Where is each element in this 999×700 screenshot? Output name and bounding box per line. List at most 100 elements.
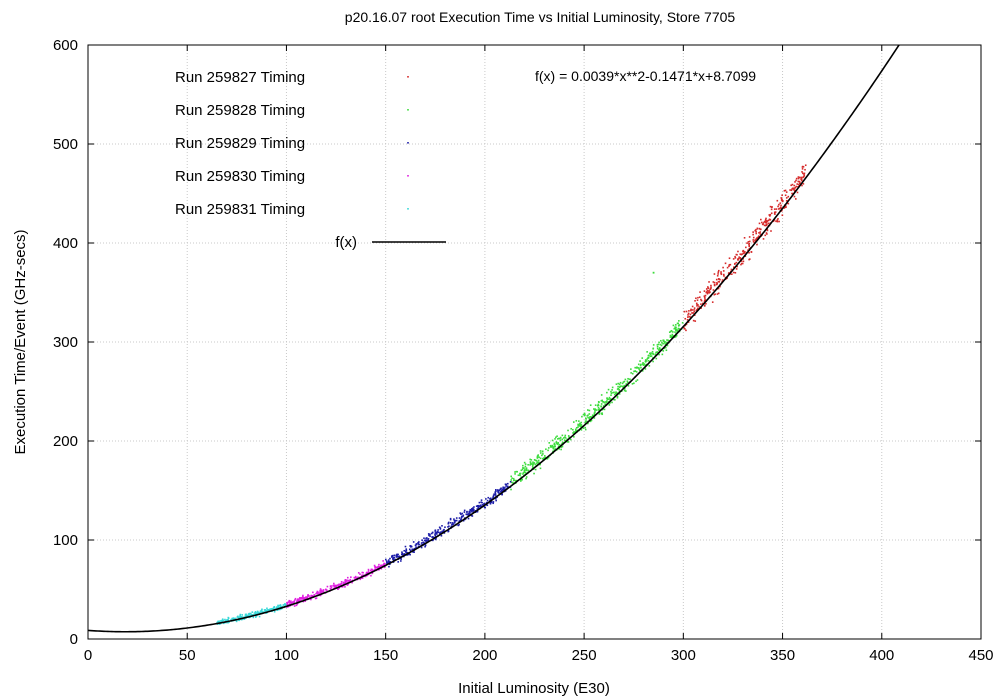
data-point: [288, 599, 291, 602]
data-point: [394, 558, 396, 561]
data-point: [612, 398, 615, 401]
data-point: [769, 213, 772, 216]
data-point: [507, 486, 509, 488]
data-point: [802, 175, 805, 178]
data-point: [536, 457, 539, 459]
data-point: [321, 590, 323, 592]
x-tick-label: 150: [373, 647, 398, 664]
data-point: [296, 599, 299, 601]
data-point: [322, 589, 325, 591]
data-point: [606, 397, 608, 400]
data-point: [594, 408, 597, 410]
data-point: [427, 540, 430, 542]
data-point: [541, 450, 544, 453]
data-point: [302, 594, 304, 597]
data-point: [300, 597, 302, 599]
data-point: [530, 463, 533, 465]
data-point: [561, 442, 563, 445]
data-point: [370, 574, 372, 577]
data-point: [539, 452, 542, 454]
data-point: [803, 174, 806, 177]
data-point: [458, 523, 460, 526]
data-point: [382, 560, 384, 562]
data-point: [332, 584, 335, 587]
data-point: [608, 396, 611, 399]
data-point: [718, 278, 721, 281]
data-point: [430, 532, 433, 535]
data-point: [647, 354, 650, 357]
data-point: [534, 463, 536, 466]
data-point: [329, 587, 332, 590]
data-point: [287, 601, 290, 603]
data-point: [282, 604, 285, 606]
data-point: [405, 548, 408, 550]
axis-ticks: 0 50 100 150 200 250 300 350 400 450 0 100 200 300 400…: [53, 37, 994, 664]
data-point: [461, 515, 463, 518]
legend-marker: [407, 208, 409, 210]
data-point: [427, 538, 429, 541]
data-point: [732, 258, 735, 260]
data-point: [468, 513, 471, 516]
data-point: [675, 329, 678, 332]
data-point: [519, 472, 521, 475]
data-point: [602, 405, 605, 407]
data-point: [791, 183, 794, 186]
data-point: [406, 551, 408, 554]
data-point: [495, 499, 497, 502]
data-point: [644, 359, 647, 361]
data-point: [429, 533, 431, 536]
data-point: [675, 326, 677, 329]
data-point: [662, 342, 664, 345]
data-point: [319, 588, 322, 590]
data-point: [424, 544, 427, 546]
data-point: [228, 621, 230, 623]
data-point: [666, 344, 669, 347]
data-point: [769, 215, 771, 217]
data-point: [649, 353, 652, 356]
data-point: [652, 353, 655, 356]
data-point: [420, 546, 423, 549]
data-point: [784, 206, 786, 209]
data-point: [230, 618, 232, 621]
data-point: [472, 510, 475, 512]
data-point: [662, 350, 665, 352]
data-point: [638, 369, 641, 372]
data-point: [400, 560, 402, 562]
data-point: [611, 401, 613, 404]
data-point: [748, 251, 750, 254]
data-point: [641, 370, 644, 372]
data-point: [529, 458, 532, 461]
data-point: [703, 305, 706, 307]
data-point: [570, 427, 572, 430]
data-point: [522, 467, 525, 469]
data-point: [319, 590, 321, 592]
data-point: [713, 283, 716, 286]
data-point: [218, 621, 221, 623]
data-point: [703, 295, 706, 297]
data-point: [462, 519, 465, 522]
data-point: [479, 505, 482, 508]
data-point: [547, 449, 549, 452]
data-point: [597, 407, 600, 409]
data-point: [759, 231, 762, 233]
data-point: [698, 296, 701, 299]
data-point: [733, 266, 735, 268]
data-point: [737, 250, 739, 253]
data-point: [674, 324, 677, 326]
data-point: [440, 534, 443, 537]
data-point: [654, 353, 657, 356]
data-point: [752, 240, 755, 243]
data-point: [756, 243, 758, 246]
data-point: [636, 367, 639, 369]
data-point: [481, 504, 484, 506]
data-point: [378, 563, 380, 566]
data-point: [780, 199, 783, 201]
data-point: [453, 518, 455, 520]
data-point: [779, 206, 782, 209]
data-point: [594, 409, 596, 412]
data-point: [458, 517, 461, 519]
data-point: [232, 617, 235, 619]
data-point: [318, 592, 321, 595]
data-point: [346, 576, 349, 579]
data-point: [640, 366, 642, 369]
